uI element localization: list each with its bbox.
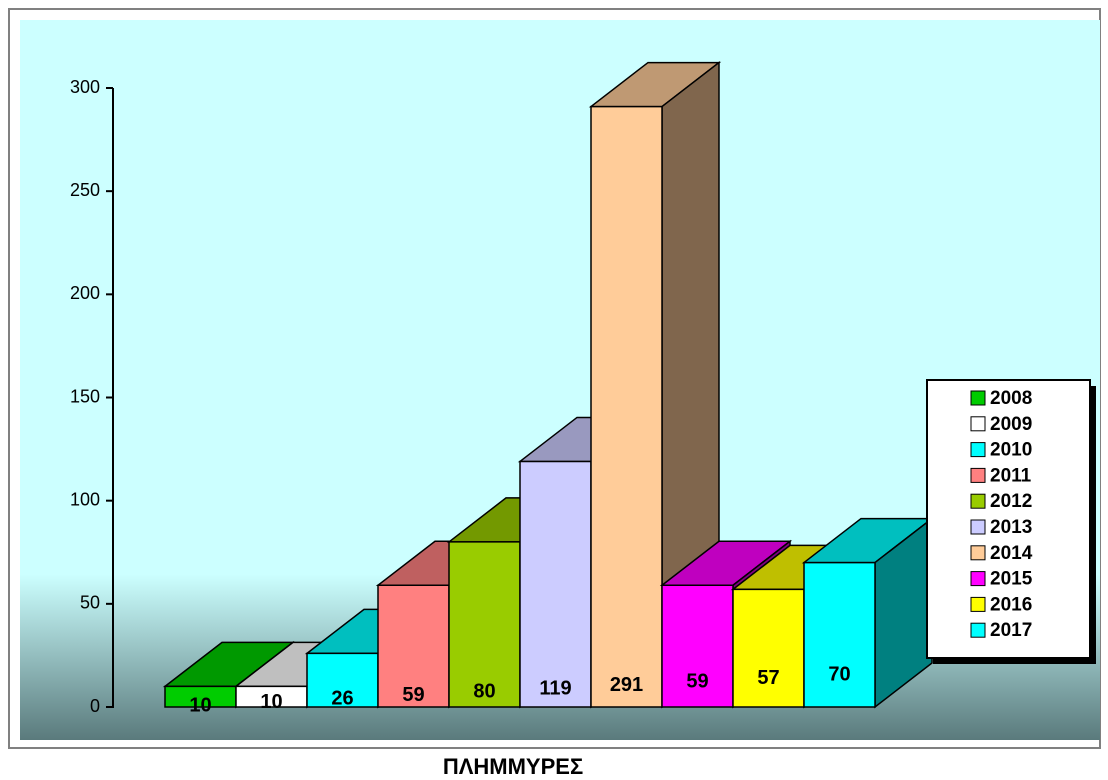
- y-tick-label: 250: [70, 180, 100, 200]
- legend-label: 2017: [990, 620, 1032, 641]
- legend-label: 2011: [990, 465, 1032, 486]
- legend-label: 2015: [990, 569, 1033, 590]
- y-tick-label: 200: [70, 283, 100, 303]
- legend-swatch: [970, 519, 986, 535]
- legend-label: 2010: [990, 440, 1032, 461]
- data-label: 59: [686, 670, 708, 692]
- legend-label: 2013: [990, 517, 1032, 538]
- bar-front: [803, 561, 876, 708]
- legend-swatch: [970, 442, 986, 458]
- legend-swatch: [970, 390, 986, 406]
- legend-swatch: [970, 571, 986, 587]
- data-label: 10: [189, 694, 211, 716]
- chart-title: ΠΛΗΜΜΥΡΕΣ: [443, 754, 583, 779]
- data-label: 59: [402, 684, 424, 706]
- legend-swatch: [970, 416, 986, 432]
- bar: [588, 61, 722, 709]
- legend-swatch: [970, 622, 986, 638]
- bar-front: [732, 588, 805, 708]
- data-label: 119: [539, 677, 571, 699]
- legend-label: 2009: [990, 414, 1032, 435]
- data-label: 291: [610, 674, 643, 696]
- data-label: 70: [828, 664, 850, 686]
- legend-swatch: [970, 596, 986, 612]
- y-tick-label: 150: [70, 386, 100, 406]
- data-label: 57: [757, 667, 779, 689]
- legend-swatch: [970, 545, 986, 561]
- legend: [926, 379, 1091, 659]
- legend-swatch: [970, 493, 986, 509]
- legend-label: 2014: [990, 543, 1033, 564]
- data-label: 10: [260, 691, 282, 713]
- bar-front: [519, 460, 592, 708]
- y-tick-label: 300: [70, 77, 100, 97]
- bar-front: [590, 105, 663, 708]
- data-label: 80: [473, 681, 495, 703]
- data-label: 26: [331, 687, 353, 709]
- y-tick-label: 0: [90, 696, 100, 716]
- legend-label: 2008: [990, 388, 1032, 409]
- legend-label: 2016: [990, 594, 1032, 615]
- legend-swatch: [970, 467, 986, 483]
- y-tick-label: 100: [70, 489, 100, 509]
- legend-label: 2012: [990, 491, 1032, 512]
- y-tick-label: 50: [80, 593, 100, 613]
- bar: [801, 517, 935, 709]
